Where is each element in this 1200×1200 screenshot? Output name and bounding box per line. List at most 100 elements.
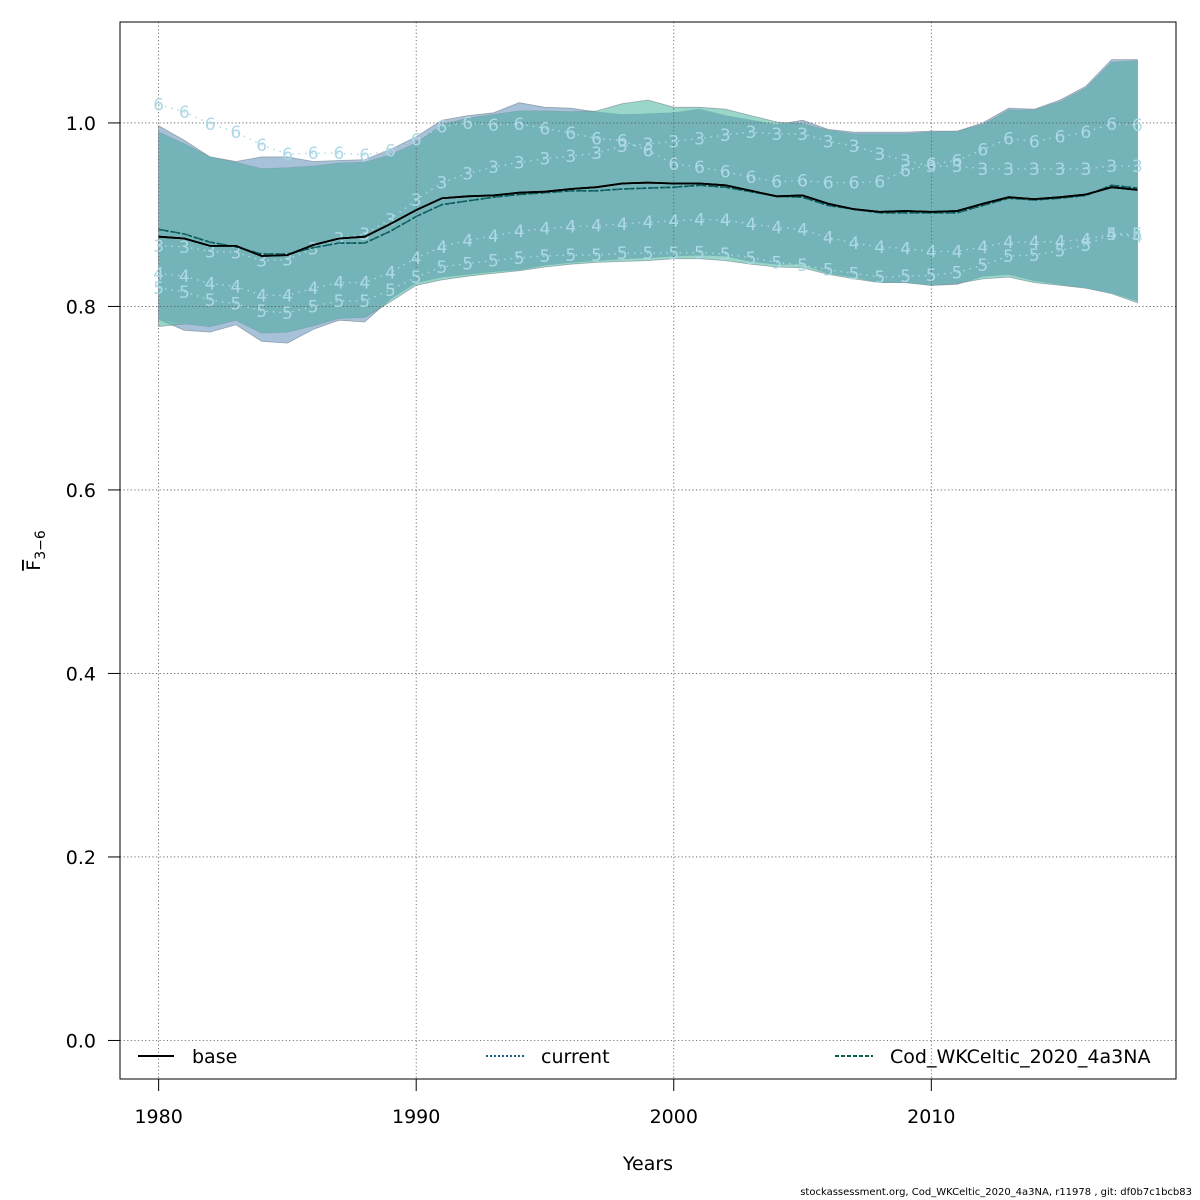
peel-label-4: 4 [1132, 228, 1143, 248]
x-tick-label-2000: 2000 [650, 1106, 698, 1128]
peel-label-6: 6 [823, 174, 834, 194]
peel-label-4: 4 [514, 222, 525, 242]
peel-label-5: 5 [488, 252, 499, 272]
peel-label-6: 6 [1055, 128, 1066, 148]
peel-label-6: 6 [694, 158, 705, 178]
peel-label-5: 5 [256, 302, 267, 322]
peel-label-5: 5 [977, 256, 988, 276]
peel-label-4: 4 [823, 229, 834, 249]
peel-label-4: 4 [849, 234, 860, 254]
peel-label-3: 3 [900, 152, 911, 172]
peel-label-6: 6 [720, 163, 731, 183]
peel-label-3: 3 [385, 210, 396, 230]
peel-label-3: 3 [282, 251, 293, 271]
peel-label-6: 6 [849, 174, 860, 194]
footer-credit: stockassessment.org, Cod_WKCeltic_2020_4… [800, 1187, 1192, 1198]
series-lines [158, 181, 1138, 257]
peel-label-3: 3 [540, 150, 551, 170]
peel-label-4: 4 [153, 264, 164, 284]
peel-label-3: 3 [849, 137, 860, 157]
peel-label-3: 3 [334, 230, 345, 250]
peel-label-3: 3 [1080, 160, 1091, 180]
y-axis-title-sub: 3−6 [33, 530, 49, 560]
peel-label-4: 4 [668, 212, 679, 232]
peel-label-4: 4 [411, 249, 422, 269]
peel-label-4: 4 [797, 220, 808, 240]
x-axis: 1980 1990 2000 2010 [134, 1078, 955, 1128]
peel-label-5: 5 [617, 244, 628, 264]
peel-label-3: 3 [153, 237, 164, 257]
peel-label-3: 3 [643, 135, 654, 155]
peel-label-3: 3 [256, 252, 267, 272]
peel-label-3: 3 [797, 125, 808, 145]
peel-label-5: 5 [668, 244, 679, 264]
peel-label-3: 3 [1003, 160, 1014, 180]
peel-label-5: 5 [823, 261, 834, 281]
peel-label-5: 5 [849, 264, 860, 284]
peel-label-4: 4 [437, 238, 448, 258]
peel-label-6: 6 [952, 152, 963, 172]
peel-label-3: 3 [952, 157, 963, 177]
peel-label-3: 3 [926, 157, 937, 177]
peel-label-4: 4 [617, 215, 628, 235]
peel-label-3: 3 [462, 164, 473, 184]
peel-label-5: 5 [746, 249, 757, 269]
peel-label-5: 5 [1080, 236, 1091, 256]
peel-label-6: 6 [1080, 123, 1091, 143]
legend: base current Cod_WKCeltic_2020_4a3NA [138, 1046, 1150, 1068]
peel-label-4: 4 [746, 215, 757, 235]
y-tick-label-4: 0.8 [66, 296, 96, 318]
peel-label-6: 6 [1003, 130, 1014, 150]
peel-label-4: 4 [771, 219, 782, 239]
peel-label-3: 3 [668, 132, 679, 152]
peel-label-3: 3 [1055, 160, 1066, 180]
x-tick-label-1990: 1990 [392, 1106, 440, 1128]
peel-label-5: 5 [462, 254, 473, 274]
peel-label-3: 3 [359, 225, 370, 245]
peel-label-5: 5 [874, 268, 885, 288]
peel-label-5: 5 [179, 283, 190, 303]
y-tick-label-3: 0.6 [66, 480, 96, 502]
peel-label-4: 4 [926, 242, 937, 262]
peel-label-5: 5 [926, 266, 937, 286]
peel-label-5: 5 [308, 297, 319, 317]
series-line-base-top [158, 181, 1138, 257]
peel-label-3: 3 [411, 191, 422, 211]
peel-label-6: 6 [334, 144, 345, 164]
peel-label-3: 3 [205, 242, 216, 262]
peel-label-5: 5 [205, 291, 216, 311]
peel-label-6: 6 [205, 115, 216, 135]
peel-label-3: 3 [591, 144, 602, 164]
peel-label-4: 4 [230, 277, 241, 297]
peel-label-6: 6 [1132, 116, 1143, 136]
peel-label-5: 5 [540, 247, 551, 267]
peel-label-5: 5 [797, 256, 808, 276]
peel-label-4: 4 [1080, 230, 1091, 250]
peel-label-4: 4 [282, 286, 293, 306]
peel-label-3: 3 [437, 174, 448, 194]
legend-label-base: base [192, 1046, 237, 1068]
peel-label-4: 4 [720, 211, 731, 231]
peel-label-5: 5 [1106, 225, 1117, 245]
peel-label-6: 6 [282, 145, 293, 165]
peel-label-4: 4 [256, 286, 267, 306]
peel-label-6: 6 [540, 119, 551, 139]
peel-label-3: 3 [694, 130, 705, 150]
peel-label-6: 6 [771, 173, 782, 193]
peel-label-6: 6 [565, 124, 576, 144]
peel-label-4: 4 [334, 274, 345, 294]
peel-label-6: 6 [591, 130, 602, 150]
peel-label-4: 4 [874, 238, 885, 258]
peel-label-5: 5 [282, 304, 293, 324]
peel-label-5: 5 [1055, 241, 1066, 261]
y-axis: 0.0 0.2 0.4 0.6 0.8 1.0 [66, 113, 121, 1052]
peel-label-4: 4 [540, 219, 551, 239]
peel-label-5: 5 [643, 244, 654, 264]
x-axis-title: Years [622, 1153, 673, 1175]
peel-label-5: 5 [694, 243, 705, 263]
peel-label-5: 5 [359, 292, 370, 312]
peel-label-3: 3 [746, 123, 757, 143]
peel-label-6: 6 [643, 141, 654, 161]
peel-label-6: 6 [746, 168, 757, 188]
